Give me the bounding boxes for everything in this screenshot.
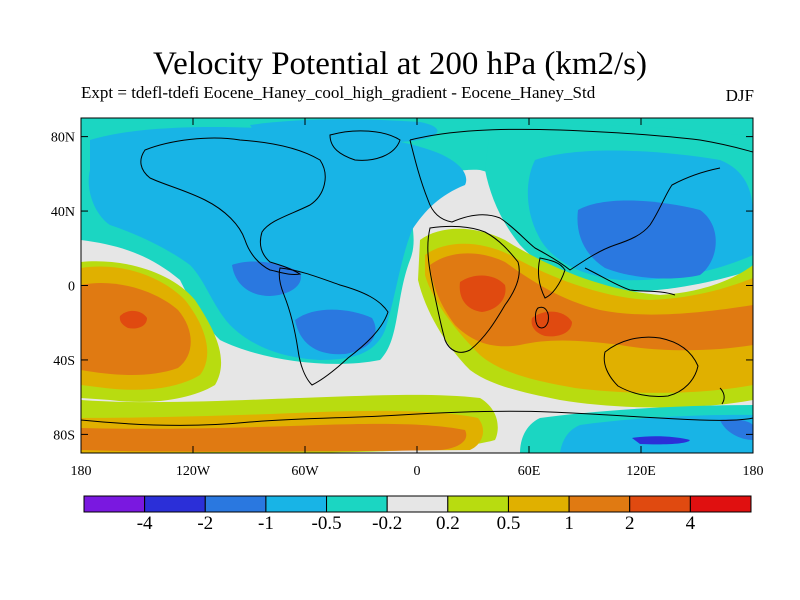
contour-red-africa [459,275,506,312]
lat-tick-label: 40N [51,205,75,220]
contour-red-pacific [119,310,147,329]
colorbar-swatch [507,495,570,513]
coast-eurasia [409,128,753,271]
coast-north-america [140,137,326,275]
colorbar-swatch [629,495,691,513]
contour-blue-brazil [295,309,376,355]
contour-lightblue-north [250,119,438,143]
lon-tick-label: 120E [626,464,656,479]
lat-tick-label: 80S [53,428,75,443]
colorbar-label: -4 [136,513,153,534]
experiment-subtitle: Expt = tdefl-tdefi Eocene_Haney_cool_hig… [81,83,596,102]
contour-blue-america [232,261,301,296]
coast-madagascar [534,306,549,329]
colorbar-swatch [689,495,752,513]
colorbar-swatch [83,495,146,513]
contour-deepblue-southeast [632,436,690,445]
contour-orange-africa [430,253,753,351]
colorbar-swatch [204,495,267,513]
coastlines [81,128,753,453]
colorbar-label: 2 [624,513,635,534]
colorbar-swatch [144,495,206,513]
contour-lightblue-west [88,127,467,361]
contour-field [81,118,753,453]
longitude-axis: 180 120W 60W 0 60E 120E 180 [71,118,764,479]
contour-lightblue-southeast [560,414,753,453]
colorbar-swatch [568,495,631,513]
colorbar-label: -0.2 [372,513,403,534]
lon-tick-label: 60W [291,464,319,479]
lon-tick-label: 60E [518,464,541,479]
colorbar-label: 0.5 [496,513,521,534]
colorbar-swatch [265,495,328,513]
coast-australia [603,336,699,397]
colorbar-label: 4 [685,513,696,534]
lon-tick-label: 180 [71,464,92,479]
plot-title: Velocity Potential at 200 hPa (km2/s) [152,46,648,82]
contour-blue-asia [577,200,716,279]
colorbar-label: 1 [564,513,574,534]
contour-orange-south [81,423,467,452]
coast-antarctica [81,410,753,453]
lat-tick-label: 0 [68,280,75,295]
colorbar-label: -2 [197,513,214,534]
contour-orange-west [81,282,191,375]
colorbar-swatch [326,495,388,513]
coast-india [537,257,566,299]
coast-southeast-asia [584,267,676,296]
contour-red-indian [531,311,572,337]
lon-tick-label: 120W [176,464,211,479]
coast-africa [427,225,520,353]
lon-tick-label: 0 [414,464,421,479]
latitude-axis: 80N 40N 0 40S 80S [51,131,753,443]
contour-blue-southeast-edge [720,419,753,440]
lat-tick-label: 80N [51,131,75,146]
coast-new-zealand [719,387,725,405]
colorbar-swatch [447,495,509,513]
lat-tick-label: 40S [53,354,75,369]
colorbar-label: -1 [257,513,274,534]
coast-greenland [329,130,401,161]
colorbar-swatch [386,495,449,513]
colorbar-label: -0.5 [311,513,342,534]
lon-tick-label: 180 [743,464,764,479]
coast-south-america [278,267,389,386]
season-label: DJF [725,86,754,105]
colorbar-label: 0.2 [435,513,460,534]
colorbar [83,495,752,513]
